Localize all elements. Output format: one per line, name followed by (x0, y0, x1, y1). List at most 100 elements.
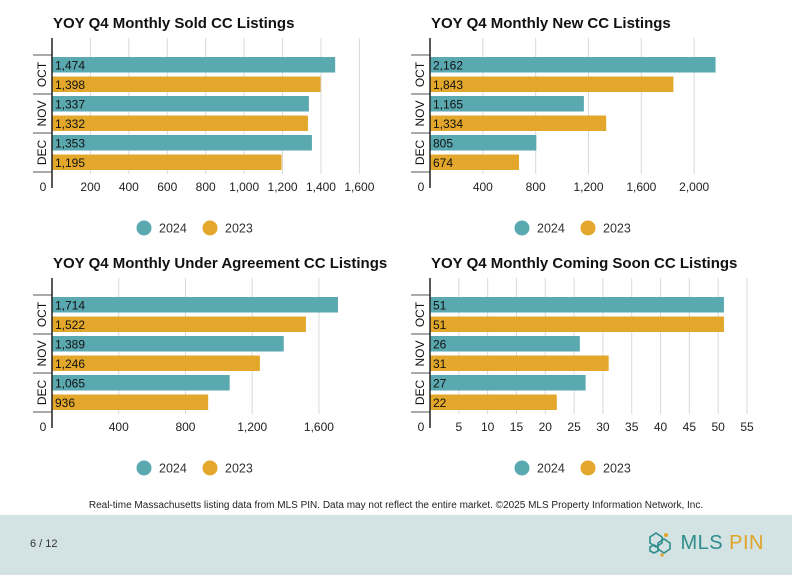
data-label: 1,165 (433, 97, 463, 111)
data-label: 1,522 (55, 318, 85, 332)
tick-label: 1,200 (573, 180, 603, 194)
legend-label: 2023 (225, 222, 253, 236)
bar (52, 115, 308, 131)
tick-label: 55 (740, 420, 754, 434)
bar (430, 336, 580, 352)
category-label: DEC (413, 140, 427, 166)
sold-listings-chart: YOY Q4 Monthly Sold CC Listings 1,474 1,3… (33, 15, 413, 245)
mls-pin-logo: MLS PIN (646, 529, 764, 557)
legend-label: 2023 (225, 462, 253, 476)
tick-label: 1,200 (237, 420, 267, 434)
tick-label: 1,600 (344, 180, 374, 194)
bar (52, 336, 284, 352)
tick-label: 800 (175, 420, 195, 434)
data-label: 22 (433, 396, 447, 410)
category-label: NOV (35, 340, 49, 366)
bar (430, 115, 607, 131)
category-label: NOV (413, 340, 427, 366)
tick-label: 800 (526, 180, 546, 194)
tick-label: 1,200 (268, 180, 298, 194)
chart-plot: 51 51 OCT 26 31 NOV 27 22 DEC 0 5 10 15 20 25 30 35 40 45 5… (411, 278, 754, 476)
chart-title: YOY Q4 Monthly New CC Listings (431, 15, 671, 32)
chart-plot: 1,474 1,398 OCT 1,337 1,332 NOV 1,353 1,195 DEC 0… (33, 38, 375, 236)
tick-label: 400 (119, 180, 139, 194)
tick-label: 15 (510, 420, 524, 434)
data-label: 1,353 (55, 136, 85, 150)
footer-bar: 6 / 12 MLS PIN (0, 515, 792, 575)
coming-soon-chart: YOY Q4 Monthly Coming Soon CC Listings 5… (411, 255, 791, 485)
tick-label: 10 (481, 420, 495, 434)
category-label: DEC (35, 140, 49, 166)
tick-label: 20 (539, 420, 553, 434)
tick-label: 200 (80, 180, 100, 194)
legend-label: 2023 (603, 222, 631, 236)
bar (52, 57, 336, 73)
legend-marker (514, 460, 530, 476)
data-label: 805 (433, 136, 453, 150)
data-label: 1,246 (55, 357, 85, 371)
data-label: 31 (433, 357, 447, 371)
tick-label: 800 (196, 180, 216, 194)
bar (52, 316, 306, 332)
category-label: OCT (35, 301, 49, 327)
logo-text: MLS PIN (680, 532, 764, 555)
bar (52, 76, 321, 92)
data-label: 27 (433, 376, 447, 390)
tick-label: 400 (109, 420, 129, 434)
category-label: DEC (35, 380, 49, 406)
legend-marker (580, 460, 596, 476)
data-label: 1,065 (55, 376, 85, 390)
category-label: NOV (35, 100, 49, 126)
legend-marker (202, 220, 218, 236)
legend-marker (136, 220, 152, 236)
bar (52, 355, 260, 371)
tick-label: 0 (418, 420, 425, 434)
tick-label: 2,000 (679, 180, 709, 194)
new-listings-chart: YOY Q4 Monthly New CC Listings 2,162 1,84… (411, 15, 791, 245)
chart-title: YOY Q4 Monthly Sold CC Listings (53, 15, 295, 32)
logo-text-pin: PIN (729, 531, 764, 554)
bar (430, 135, 537, 151)
tick-label: 40 (654, 420, 668, 434)
mls-pin-logo-icon (649, 532, 672, 557)
bar (430, 96, 584, 112)
tick-label: 0 (40, 180, 47, 194)
category-label: OCT (413, 301, 427, 327)
tick-label: 30 (596, 420, 610, 434)
bar (52, 375, 230, 391)
tick-label: 0 (40, 420, 47, 434)
tick-label: 400 (473, 180, 493, 194)
data-label: 51 (433, 298, 447, 312)
data-label: 936 (55, 396, 75, 410)
data-label: 1,337 (55, 97, 85, 111)
legend-label: 2024 (537, 222, 565, 236)
chart-plot: 2,162 1,843 OCT 1,165 1,334 NOV 805 674 DEC 0 400 8… (411, 38, 716, 236)
legend-label: 2024 (159, 222, 187, 236)
data-label: 1,195 (55, 156, 85, 170)
data-label: 1,474 (55, 58, 85, 72)
legend-marker (136, 460, 152, 476)
tick-label: 0 (418, 180, 425, 194)
bar (430, 76, 674, 92)
data-label: 1,398 (55, 78, 85, 92)
tick-label: 1,000 (229, 180, 259, 194)
bar (52, 154, 282, 170)
under-agreement-chart: YOY Q4 Monthly Under Agreement CC Listin… (33, 255, 413, 485)
tick-label: 35 (625, 420, 639, 434)
data-label: 1,843 (433, 78, 463, 92)
chart-plot: 1,714 1,522 OCT 1,389 1,246 NOV 1,065 936 DEC 0 40… (33, 278, 338, 476)
tick-label: 1,600 (626, 180, 656, 194)
tick-label: 50 (712, 420, 726, 434)
legend-label: 2024 (537, 462, 565, 476)
data-label: 1,332 (55, 117, 85, 131)
legend-marker (580, 220, 596, 236)
footnote: Real-time Massachusetts listing data fro… (88, 500, 704, 511)
category-label: OCT (35, 61, 49, 87)
bar (430, 154, 520, 170)
logo-text-mls: MLS (680, 531, 724, 554)
legend-label: 2024 (159, 462, 187, 476)
category-label: NOV (413, 100, 427, 126)
chart-title: YOY Q4 Monthly Under Agreement CC Listin… (53, 255, 388, 272)
bar (52, 394, 209, 410)
bar (430, 297, 724, 313)
